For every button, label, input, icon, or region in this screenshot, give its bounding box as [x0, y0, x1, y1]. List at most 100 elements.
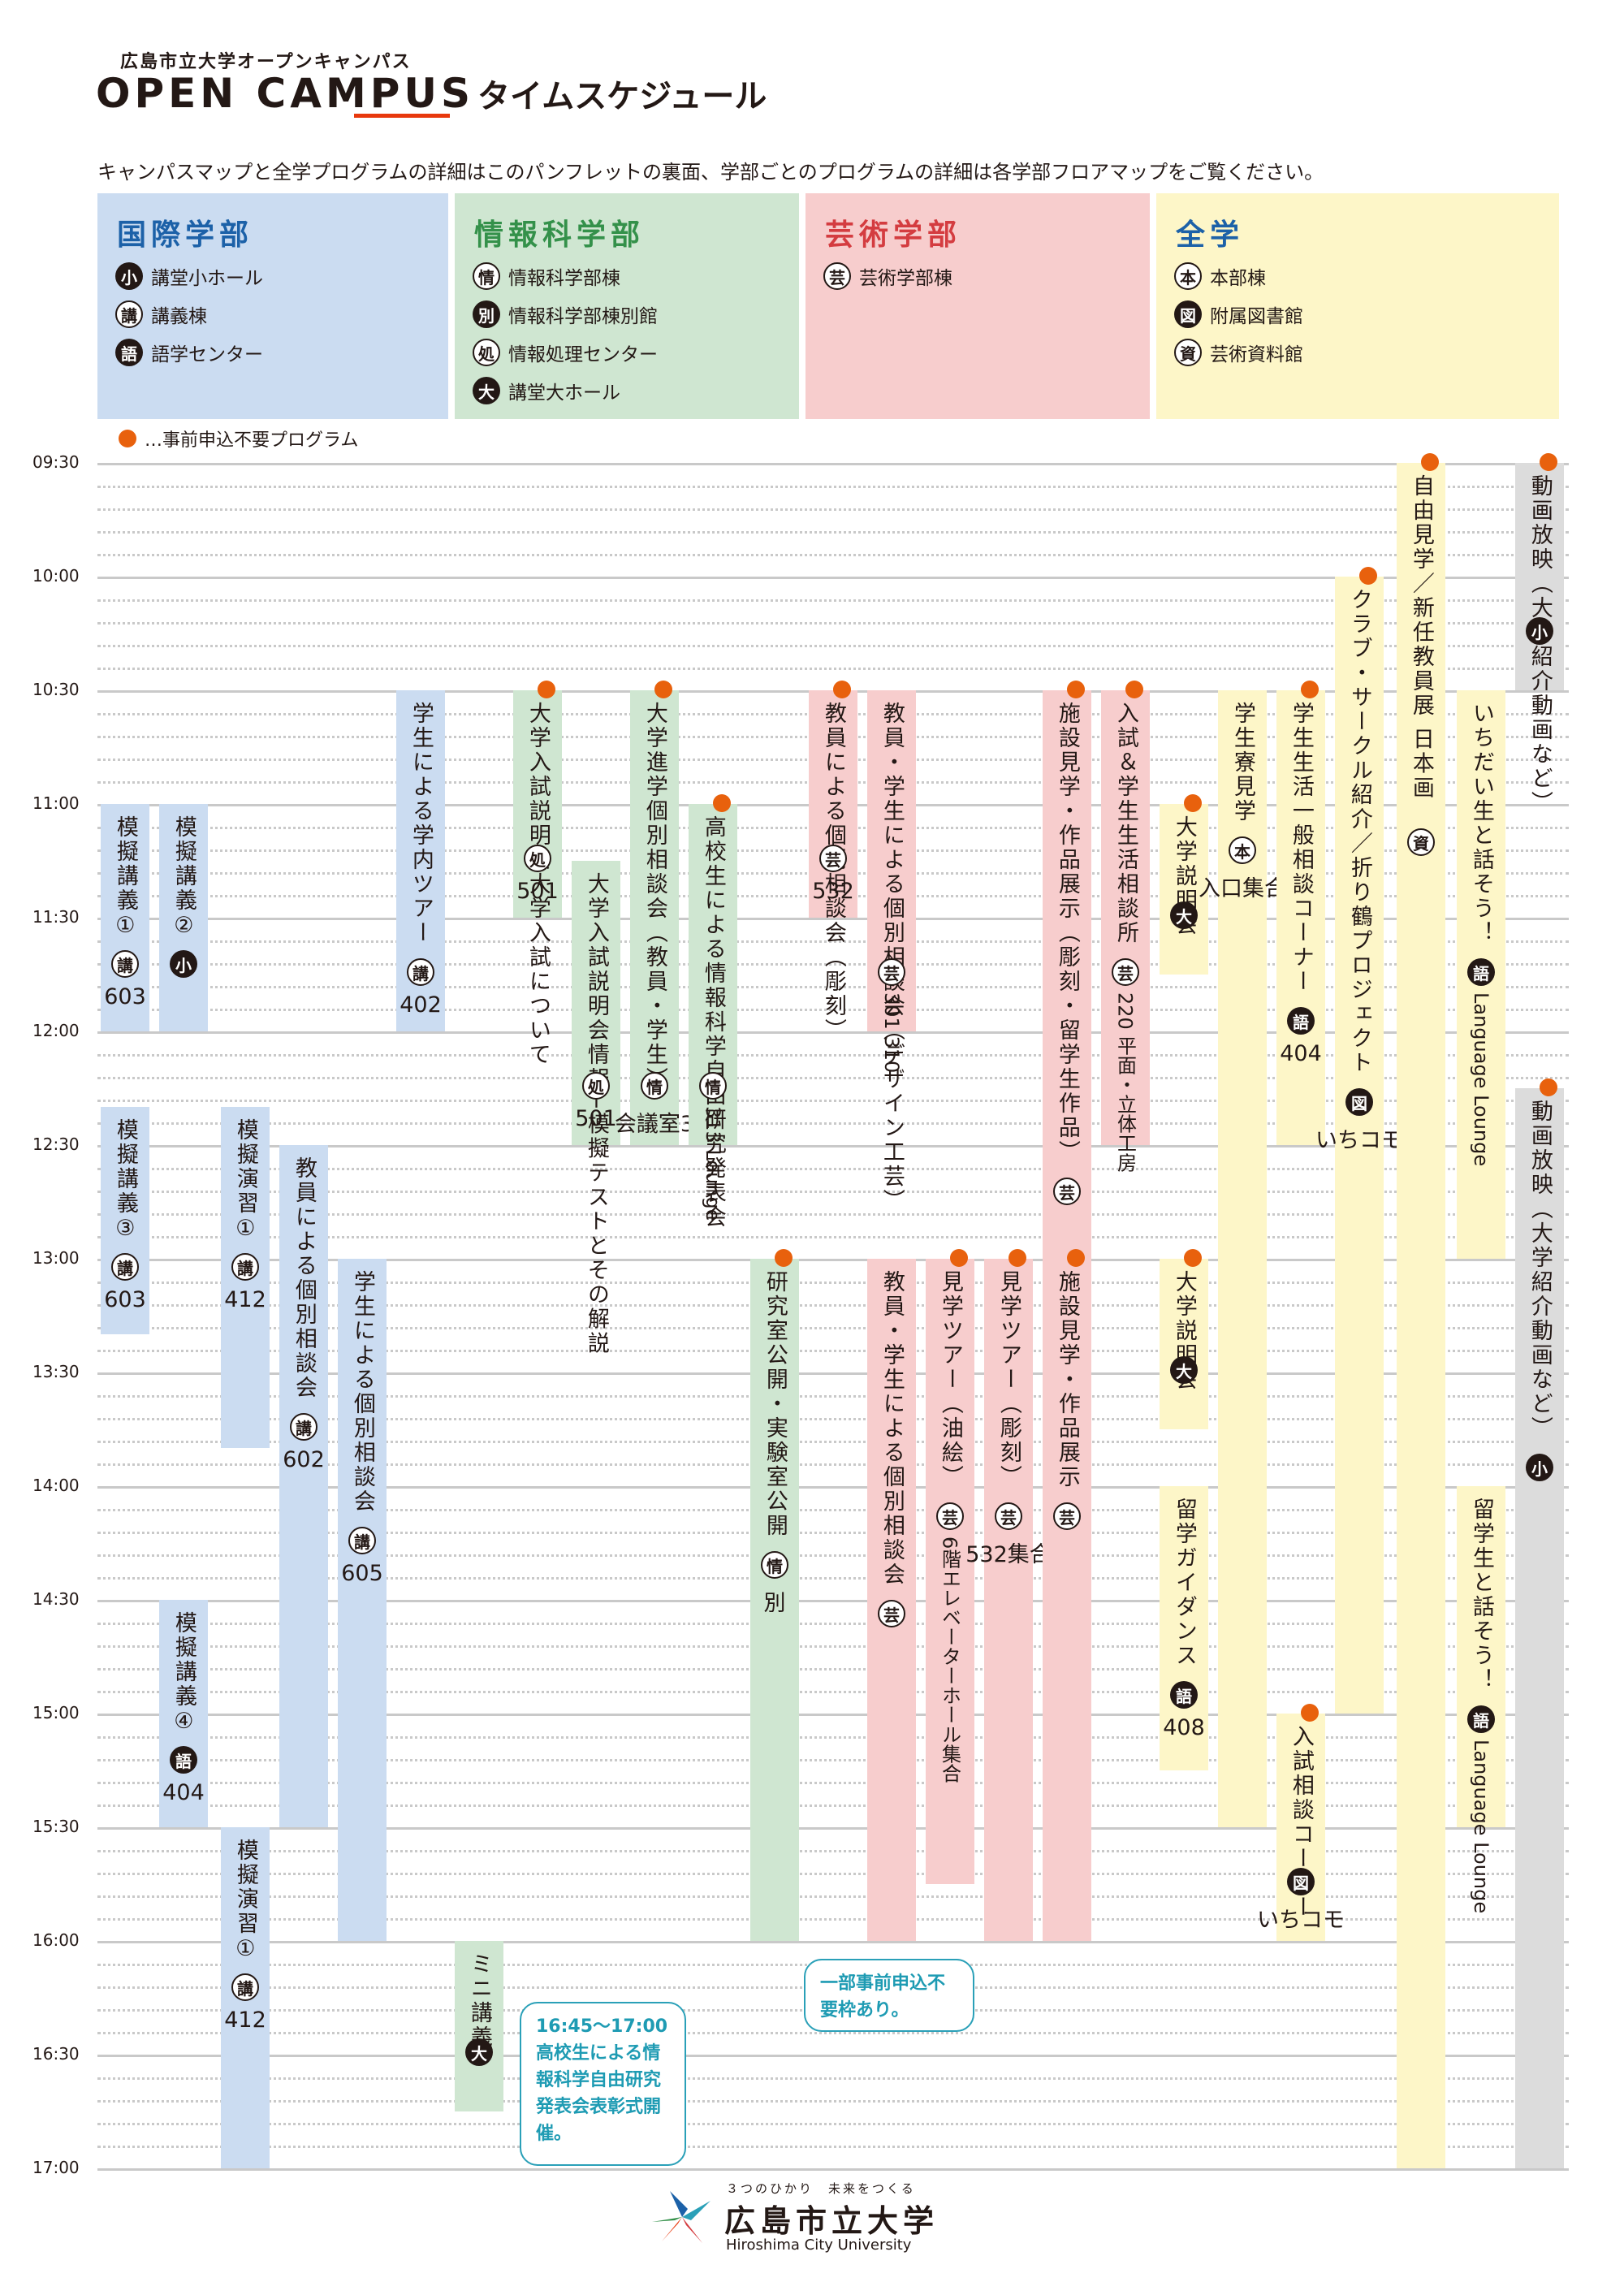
grid-line — [97, 1145, 1569, 1148]
location-badge-icon: 資 — [1407, 828, 1435, 856]
walkin-dot-icon — [1067, 1249, 1085, 1267]
event-bar[interactable]: 留学生と話そう！ 語 Language Lounge — [1457, 1486, 1505, 1913]
time-label: 12:30 — [32, 1135, 80, 1154]
event-bar[interactable]: 模擬演習① 講 412 — [221, 1107, 270, 1449]
grid-line — [97, 577, 1569, 579]
location-badge-icon: 情 — [473, 262, 500, 290]
time-label: 16:00 — [32, 1930, 80, 1950]
page-title: タイムスケジュール — [477, 78, 767, 115]
legend-box-2: 芸術学部芸芸術学部棟 — [806, 193, 1150, 419]
event-bar[interactable]: 入試相談コーナー図いちコモ — [1257, 1714, 1345, 1941]
event-bar[interactable]: 施設見学・作品展示芸 — [1043, 1259, 1091, 1941]
event-bar[interactable]: クラブ・サークル紹介／折り鶴プロジェクト図いちコモ — [1315, 577, 1403, 1714]
event-bar[interactable]: 模擬講義② 小 — [159, 804, 208, 1031]
time-label: 14:00 — [32, 1476, 80, 1495]
event-bar[interactable]: 模擬演習① 講 412 — [221, 1827, 270, 2168]
location-badge-icon: 芸 — [823, 262, 851, 290]
event-bar[interactable]: 大学入試説明会大学入試について処 501 — [513, 690, 562, 1067]
event-room: 532 — [812, 879, 854, 904]
legend-item-label: 情報処理センター — [508, 344, 658, 365]
walkin-dot-icon — [1067, 681, 1085, 698]
grid-dotted-line — [97, 1918, 1569, 1921]
legend-item: 別情報科学部棟別館 — [473, 298, 658, 331]
time-label: 13:30 — [32, 1362, 80, 1381]
event-room: いちコモ — [1315, 1128, 1403, 1153]
location-badge-icon: 情 — [699, 1072, 727, 1100]
grid-dotted-line — [97, 1736, 1569, 1739]
location-badge-icon: 芸 — [878, 1600, 905, 1627]
legend-item: 小講堂小ホール — [115, 260, 263, 292]
event-bar[interactable]: 学生寮見学本入口集合 — [1199, 690, 1286, 1827]
grid-dotted-line — [97, 940, 1569, 943]
event-bar[interactable]: 留学ガイダンス語 408 — [1160, 1486, 1208, 1770]
callout-walkin: 一部事前申込不要枠あり。 — [804, 1959, 974, 2032]
legend-item-label: 芸術学部棟 — [859, 268, 952, 289]
event-bar[interactable]: 教員・学生による個別相談会芸 — [867, 1259, 916, 1941]
event-title: 研究室公開・実験室公開 — [762, 1270, 788, 1538]
grid-dotted-line — [97, 1895, 1569, 1898]
event-bar[interactable]: 学生による個別相談会講 605 — [338, 1259, 387, 1941]
legend-item-label: 講堂小ホール — [151, 268, 263, 289]
grid-dotted-line — [97, 1463, 1569, 1466]
event-title: 模擬演習① — [232, 1839, 258, 1964]
location-badge-icon: 処 — [524, 845, 551, 872]
event-bar[interactable]: 模擬講義④ 語 404 — [159, 1600, 208, 1827]
event-bar[interactable]: 動画放映（大学紹介動画など）小 — [1515, 1088, 1564, 2168]
grid-dotted-line — [97, 486, 1569, 488]
legend-item: 語語学センター — [115, 336, 263, 369]
event-bar[interactable]: 大学進学個別相談会（教員・学生）情会議室3 — [615, 690, 694, 1145]
open-campus-wordmark: OPEN CAMPUS — [96, 70, 474, 117]
location-badge-icon: 講 — [231, 1253, 259, 1281]
page-note: キャンパスマップと全学プログラムの詳細はこのパンフレットの裏面、学部ごとのプログ… — [97, 161, 1324, 184]
event-bar[interactable]: 模擬講義③ 講 603 — [101, 1107, 149, 1335]
grid-dotted-line — [97, 645, 1569, 647]
grid-line — [97, 1714, 1569, 1716]
location-badge-icon: 資 — [1174, 339, 1202, 366]
grid-dotted-line — [97, 1623, 1569, 1625]
event-bar[interactable]: 教員による個別相談会（彫刻）芸 532 — [809, 690, 857, 1043]
event-bar[interactable]: 大学入試説明会情報−模擬テストとその解説処 501 — [572, 861, 620, 1356]
event-bar[interactable]: 学生による学内ツアー講 402 — [396, 690, 445, 1031]
orange-dot-icon — [119, 430, 136, 447]
event-bar[interactable]: 教員・学生による個別相談会（デザイン工芸）芸 301 310 — [867, 690, 916, 1213]
event-room: 412 — [224, 1287, 266, 1313]
location-badge-icon: 芸 — [878, 958, 905, 986]
event-bar[interactable]: いちだい生と話そう！ 語 Language Lounge — [1457, 690, 1505, 1259]
event-bar[interactable]: 学生生活一般相談コーナー語 404 — [1276, 690, 1325, 1145]
grid-dotted-line — [97, 554, 1569, 556]
event-bar[interactable]: 入試＆学生生活相談所芸 220 平面・立体工房 — [1101, 690, 1150, 1172]
event-bar[interactable]: 研究室公開・実験室公開情別 — [750, 1259, 799, 1941]
grid-dotted-line — [97, 1236, 1569, 1238]
event-bar[interactable]: 自由見学／新任教員展 日本画資 — [1397, 463, 1445, 2168]
event-bar[interactable]: ミニ講義大 — [455, 1941, 503, 2111]
event-bar[interactable]: 大学説明会大 — [1160, 1259, 1208, 1429]
grid-dotted-line — [97, 1122, 1569, 1125]
walkin-dot-icon — [1540, 453, 1557, 471]
event-bar[interactable]: 高校生による情報科学自由研究発表会情 313 Lounge — [689, 804, 737, 1230]
location-badge-icon: 情 — [641, 1072, 668, 1100]
event-title: クラブ・サークル紹介／折り鶴プロジェクト — [1346, 588, 1372, 1075]
event-room: 404 — [1280, 1041, 1322, 1066]
walkin-dot-icon — [1359, 567, 1377, 585]
time-label: 12:00 — [32, 1021, 80, 1040]
event-bar[interactable]: 模擬講義① 講 603 — [101, 804, 149, 1031]
legend-title: 全学 — [1176, 218, 1245, 252]
event-bar[interactable]: 見学ツアー（油絵） 芸 6階エレベーターホール集合 — [926, 1259, 974, 1884]
grid-line — [97, 463, 1569, 465]
grid-dotted-line — [97, 1668, 1569, 1670]
event-title: 大学入試説明会情報−模擬テストとその解説 — [583, 872, 609, 1356]
grid-dotted-line — [97, 1077, 1569, 1079]
event-room: 412 — [224, 2008, 266, 2033]
legend-title: 国際学部 — [117, 218, 254, 252]
event-bar[interactable]: 動画放映（大学紹介動画など）小 — [1515, 463, 1564, 815]
event-bar[interactable]: 大学説明会大 — [1160, 804, 1208, 975]
event-bar[interactable]: 施設見学・作品展示（彫刻・留学生作品） 芸 — [1043, 690, 1091, 1259]
legend-title: 芸術学部 — [825, 218, 962, 252]
event-bar[interactable]: 見学ツアー（彫刻） 芸 532集合 — [965, 1259, 1052, 1941]
event-bar[interactable]: 教員による個別相談会講 602 — [279, 1145, 328, 1827]
location-badge-icon: 本 — [1174, 262, 1202, 290]
dot-legend: …事前申込不要プログラム — [119, 426, 358, 452]
grid-dotted-line — [97, 2100, 1569, 2103]
walkin-dot-icon — [1421, 453, 1439, 471]
grid-line — [97, 1486, 1569, 1489]
